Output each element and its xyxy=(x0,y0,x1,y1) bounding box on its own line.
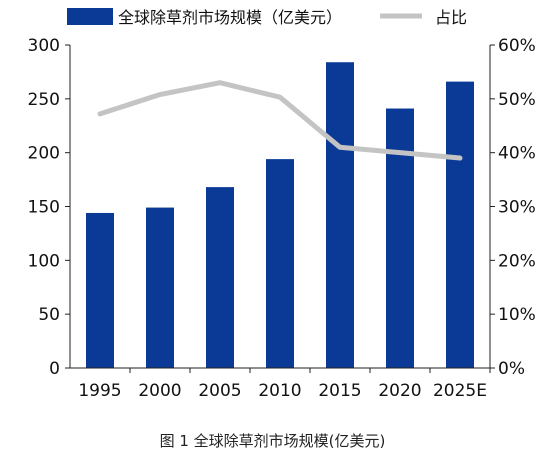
x-tick-label: 2000 xyxy=(138,381,181,401)
line-series xyxy=(97,80,463,161)
axes xyxy=(65,44,495,373)
left-tick-label: 200 xyxy=(28,144,60,164)
bar-series xyxy=(86,62,474,369)
legend-bar-label: 全球除草剂市场规模（亿美元） xyxy=(118,8,342,27)
bar xyxy=(146,207,174,368)
x-tick-label: 2010 xyxy=(258,381,301,401)
share-line xyxy=(97,80,463,161)
right-tick-label: 30% xyxy=(498,198,536,218)
legend-line-label: 占比 xyxy=(435,8,467,27)
left-tick-label: 250 xyxy=(28,90,60,110)
x-tick-label: 2015 xyxy=(318,381,361,401)
left-tick-label: 0 xyxy=(49,359,60,379)
left-tick-label: 100 xyxy=(28,251,60,271)
bar xyxy=(266,159,294,368)
legend: 全球除草剂市场规模（亿美元） 占比 xyxy=(67,8,467,27)
combo-chart: 全球除草剂市场规模（亿美元） 占比 0 50 100 150 200 250 300 0% 10… xyxy=(28,8,536,401)
bar xyxy=(326,62,354,369)
left-tick-label: 50 xyxy=(38,305,60,325)
bar xyxy=(86,212,114,368)
bar xyxy=(446,81,474,369)
right-tick-label: 20% xyxy=(498,251,536,271)
right-tick-label: 60% xyxy=(498,36,536,56)
x-tick-label: 2020 xyxy=(378,381,421,401)
bar xyxy=(386,108,414,369)
legend-bar-swatch xyxy=(67,8,113,25)
tick-labels: 0 50 100 150 200 250 300 0% 10% 20% 30% 40% 50% 60% 19… xyxy=(28,36,536,401)
left-tick-label: 150 xyxy=(28,198,60,218)
figure-caption: 图 1 全球除草剂市场规模(亿美元) xyxy=(159,432,386,450)
right-tick-label: 10% xyxy=(498,305,536,325)
right-tick-label: 0% xyxy=(498,359,525,379)
right-tick-label: 40% xyxy=(498,144,536,164)
right-tick-label: 50% xyxy=(498,90,536,110)
x-tick-label: 1995 xyxy=(78,381,121,401)
x-tick-label: 2025E xyxy=(433,381,487,401)
left-tick-label: 300 xyxy=(28,36,60,56)
x-tick-label: 2005 xyxy=(198,381,241,401)
bar xyxy=(206,187,234,368)
